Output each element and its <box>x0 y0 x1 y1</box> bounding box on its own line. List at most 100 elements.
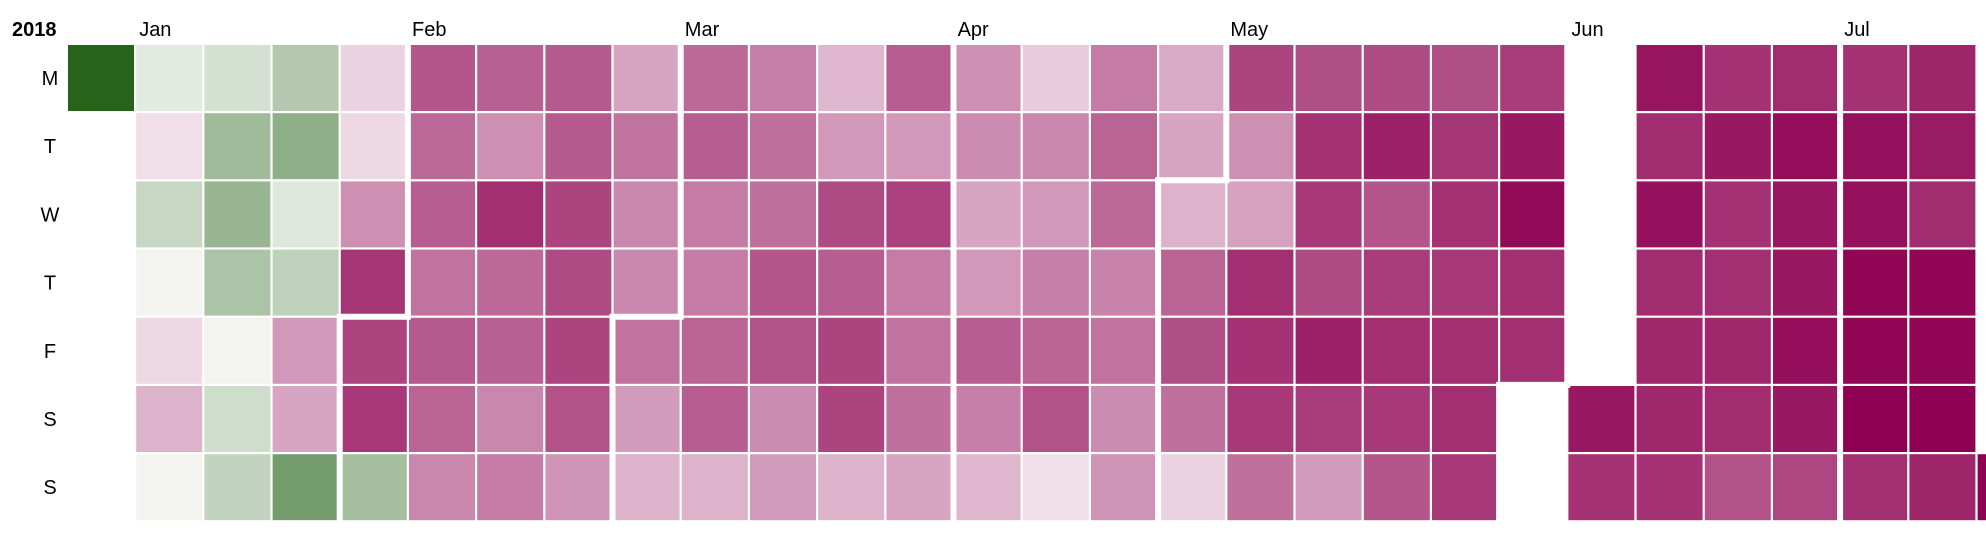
heatmap-cell <box>613 249 680 316</box>
heatmap-cell <box>886 386 953 452</box>
heatmap-cell <box>1295 181 1362 248</box>
heatmap-cell <box>545 181 612 248</box>
month-label: Jan <box>139 19 171 41</box>
heatmap-cell <box>68 45 134 111</box>
heatmap-cell <box>818 317 885 384</box>
month-boundary <box>1155 40 1230 525</box>
heatmap-cell <box>1909 45 1976 111</box>
heatmap-cell <box>340 181 407 248</box>
heatmap-cell <box>1022 45 1089 111</box>
heatmap-cell <box>340 249 407 316</box>
heatmap-cell <box>1091 181 1157 248</box>
heatmap-cell <box>954 181 1021 248</box>
heatmap-cell <box>681 249 748 316</box>
heatmap-cell <box>954 45 1021 111</box>
heatmap-cell <box>1704 45 1771 111</box>
heatmap-cell <box>750 113 816 180</box>
heatmap-cell <box>1704 113 1771 180</box>
heatmap-cell <box>1773 317 1839 384</box>
heatmap-cell <box>1227 386 1294 452</box>
heatmap-cell <box>477 386 544 452</box>
day-label: M <box>42 68 59 90</box>
heatmap-cell <box>1159 454 1226 521</box>
heatmap-cell <box>681 113 748 180</box>
heatmap-cell <box>340 386 407 452</box>
heatmap-cell <box>613 181 680 248</box>
heatmap-cell <box>1773 45 1839 111</box>
heatmap-cell <box>136 454 203 521</box>
heatmap-cell <box>1568 454 1635 521</box>
heatmap-cell <box>1022 181 1089 248</box>
day-label: T <box>44 136 56 158</box>
heatmap-cell <box>204 45 271 111</box>
heatmap-cell <box>1432 454 1498 521</box>
heatmap-cell <box>1636 386 1703 452</box>
heatmap-cell <box>204 386 271 452</box>
month-boundary <box>1496 40 1571 525</box>
heatmap-cell <box>1363 45 1430 111</box>
heatmap-cell <box>1091 317 1157 384</box>
heatmap-cell <box>886 317 953 384</box>
heatmap-cell <box>1022 249 1089 316</box>
heatmap-cell <box>204 317 271 384</box>
heatmap-cell <box>1295 45 1362 111</box>
heatmap-cell <box>1636 249 1703 316</box>
heatmap-cell <box>1363 454 1430 521</box>
heatmap-cell <box>477 181 544 248</box>
heatmap-cell <box>477 45 544 111</box>
heatmap-cell <box>1909 113 1976 180</box>
heatmap-cell <box>1909 317 1976 384</box>
heatmap-cell <box>1636 454 1703 521</box>
heatmap-cell <box>750 317 816 384</box>
heatmap-cell <box>136 249 203 316</box>
heatmap-cell <box>340 454 407 521</box>
heatmap-cell <box>1773 386 1839 452</box>
heatmap-cell <box>136 45 203 111</box>
heatmap-cell <box>1773 249 1839 316</box>
heatmap-cell <box>1091 45 1157 111</box>
heatmap-cell <box>1500 317 1567 384</box>
month-label: Apr <box>958 19 989 41</box>
month-boundary <box>609 40 684 525</box>
heatmap-cell <box>1091 113 1157 180</box>
heatmap-cell <box>613 454 680 521</box>
heatmap-cell <box>1432 386 1498 452</box>
heatmap-cell <box>818 113 885 180</box>
heatmap-cell <box>1841 45 1908 111</box>
day-label: F <box>44 341 56 363</box>
heatmap-cell <box>1636 45 1703 111</box>
heatmap-cell <box>272 181 339 248</box>
heatmap-cell <box>1432 317 1498 384</box>
heatmap-cell <box>545 454 612 521</box>
heatmap-cell <box>1363 386 1430 452</box>
heatmap-cell <box>1704 249 1771 316</box>
heatmap-cell <box>1977 454 1986 521</box>
heatmap-cell <box>750 45 816 111</box>
heatmap-cell <box>136 386 203 452</box>
year-label: 2018 <box>12 19 57 41</box>
heatmap-cell <box>681 45 748 111</box>
heatmap-cell <box>1227 454 1294 521</box>
heatmap-cell <box>1841 386 1908 452</box>
heatmap-cell <box>1159 317 1226 384</box>
heatmap-cell <box>750 454 816 521</box>
heatmap-cell <box>1227 181 1294 248</box>
heatmap-cell <box>886 45 953 111</box>
heatmap-cell <box>1295 317 1362 384</box>
heatmap-cell <box>272 317 339 384</box>
heatmap-cell <box>409 181 475 248</box>
heatmap-cell <box>1636 317 1703 384</box>
heatmap-cell <box>954 113 1021 180</box>
heatmap-cell <box>1636 181 1703 248</box>
heatmap-cell <box>477 454 544 521</box>
heatmap-cell <box>1022 454 1089 521</box>
heatmap-cell <box>1159 45 1226 111</box>
heatmap-cell <box>886 181 953 248</box>
heatmap-cell <box>340 317 407 384</box>
month-label: Jul <box>1844 19 1870 41</box>
heatmap-cells <box>68 45 1986 521</box>
heatmap-cell <box>477 113 544 180</box>
heatmap-cell <box>1704 386 1771 452</box>
heatmap-cell <box>1500 45 1567 111</box>
heatmap-cell <box>1091 386 1157 452</box>
